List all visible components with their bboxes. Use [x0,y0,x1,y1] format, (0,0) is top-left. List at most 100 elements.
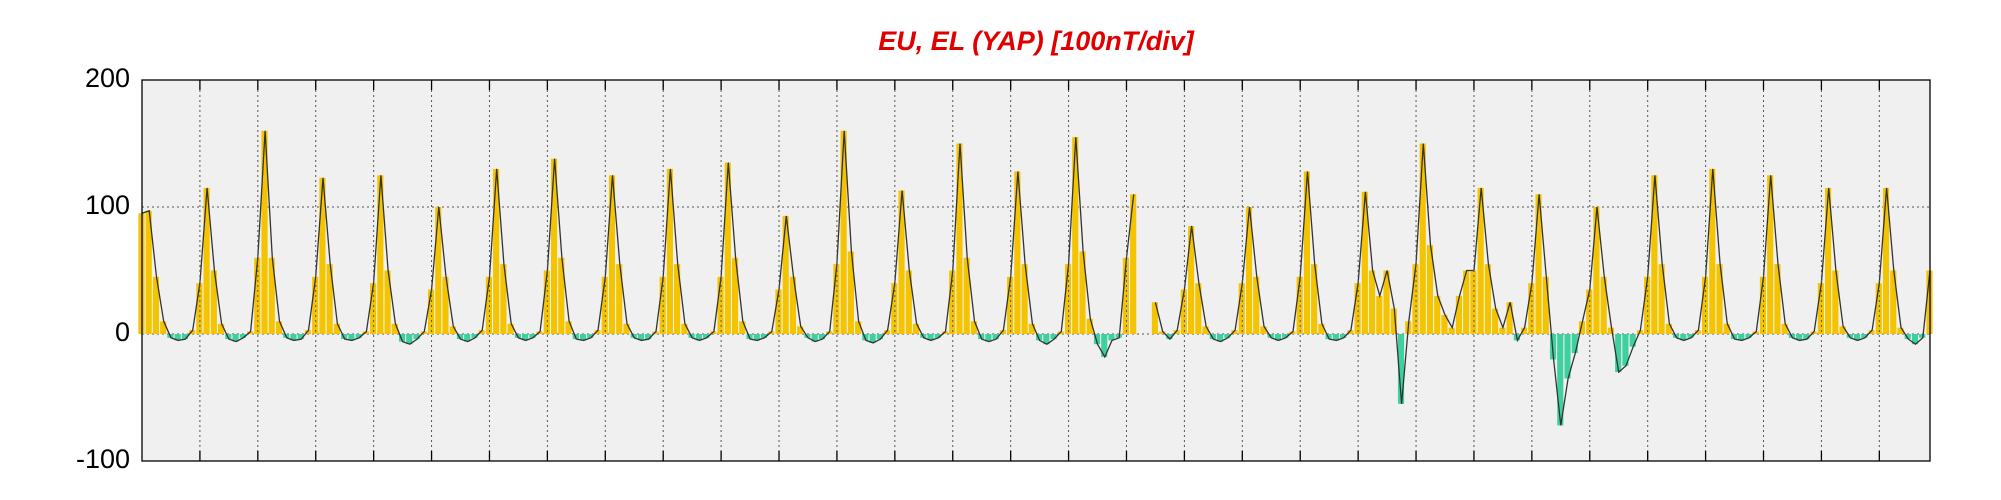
bar [1397,334,1405,404]
bar [840,130,847,334]
bar [1021,264,1028,334]
bar [1318,323,1325,334]
bar [565,321,572,334]
bar [160,321,167,334]
bar [261,130,268,334]
bar [550,158,558,334]
bar [876,334,883,340]
bar [355,334,362,338]
bar [297,334,304,340]
bar [1101,334,1108,357]
bar [1911,334,1919,345]
bar [1050,334,1057,340]
bar [1687,334,1694,338]
bar [1340,334,1347,338]
bar [898,190,905,334]
bar [449,326,456,334]
bar [1130,194,1137,334]
bar [478,330,485,334]
bar [1499,327,1506,334]
bar [1007,276,1014,334]
bar [1600,276,1607,334]
bar [1455,295,1463,334]
bar [637,334,645,341]
bar [1368,270,1376,334]
bar [818,334,825,340]
bar [1166,334,1173,340]
bar [377,175,384,334]
bar [239,334,246,338]
bar [1716,264,1723,334]
bar [398,334,406,342]
bar [189,330,196,334]
bar [760,334,768,338]
bar [268,257,275,334]
y-tick-label: 100 [85,190,130,220]
bar [1470,270,1477,334]
bar [956,143,963,334]
bar [1426,245,1434,334]
bar [1390,308,1397,334]
bar [963,257,970,334]
y-tick-label: 0 [115,317,130,347]
bar [594,330,601,334]
bar [1383,270,1390,334]
bar [1412,264,1419,334]
bar [703,334,710,338]
bar [1072,137,1079,334]
bar [883,330,891,334]
bar [275,321,283,334]
bar [196,283,203,334]
bar [1767,175,1774,334]
bar [435,207,442,334]
bar [203,187,210,334]
bar [616,264,623,334]
bar [1354,283,1361,334]
bar [1086,318,1093,334]
plot-frame [141,79,1931,462]
bar [1578,321,1586,334]
bar [1861,334,1868,338]
bar [1477,187,1484,334]
bar [1586,289,1593,334]
bar [1694,330,1701,334]
bar [1209,334,1216,340]
bar [218,323,225,334]
bar [1796,334,1803,341]
bar [254,257,261,334]
bar [797,326,804,334]
bar [1274,334,1282,341]
bar [1216,334,1224,342]
bar [1296,276,1303,334]
bar [558,257,565,334]
bar [1188,226,1195,334]
bar [1738,334,1745,341]
bar [905,270,912,334]
bar [370,283,377,334]
bar [1079,251,1086,334]
bar [949,270,956,334]
bar [623,323,630,334]
bar [1180,289,1187,334]
bar [659,276,666,334]
bar [319,177,326,334]
bar [1803,334,1810,340]
bar [1665,323,1672,334]
bar [1282,334,1289,338]
bar [1506,302,1513,334]
bar [152,276,160,334]
bar [992,334,999,340]
bar [1680,334,1687,341]
bar [1347,330,1354,334]
bar [145,210,152,334]
bar [681,323,688,334]
bar [927,334,934,341]
bar [717,276,724,334]
bar [485,276,492,334]
bar [666,168,673,334]
bar [1231,330,1238,334]
bar [608,175,616,334]
chart-title: EU, EL (YAP) [100nT/div] [878,26,1195,56]
bar [1651,175,1658,334]
